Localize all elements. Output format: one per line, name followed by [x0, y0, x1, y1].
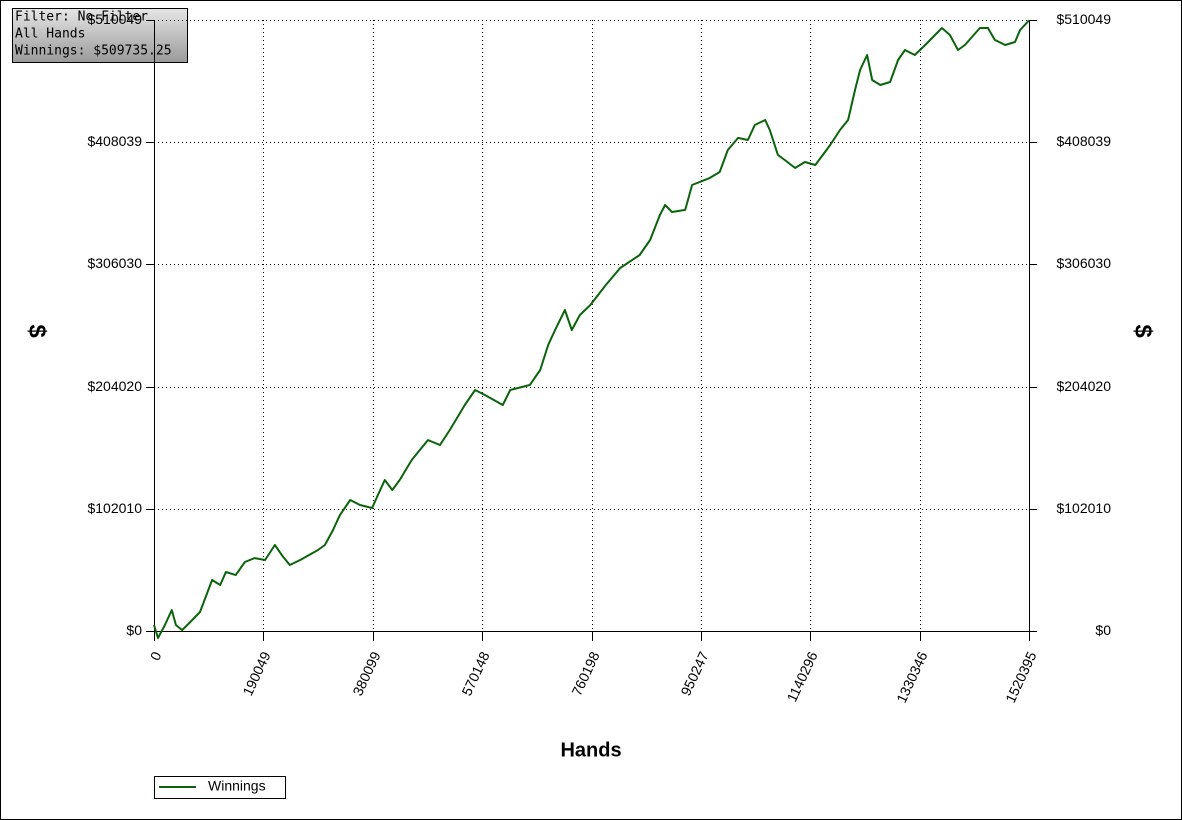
info-box: Filter: No Filter All Hands Winnings: $509… — [12, 8, 188, 63]
y-tick-label: $0 — [126, 622, 142, 638]
y2-tick-label: $408039 — [1056, 133, 1111, 149]
info-text: All Hands — [15, 27, 85, 42]
y2-tick-label: $306030 — [1056, 255, 1111, 271]
y-tick-label: $102010 — [87, 500, 142, 516]
y2-tick-label: $510049 — [1056, 11, 1111, 27]
y-axis-title: $ — [24, 324, 51, 338]
y2-tick-label: $102010 — [1056, 500, 1111, 516]
y-tick-label: $408039 — [87, 133, 142, 149]
y-tick-label: $306030 — [87, 255, 142, 271]
info-text: Winnings: $509735.25 — [15, 44, 172, 59]
x-axis-title: Hands — [560, 739, 621, 761]
legend-label: Winnings — [208, 778, 266, 794]
y2-axis-title: $ — [1130, 324, 1157, 338]
info-box-bg — [12, 8, 188, 63]
legend — [154, 776, 286, 799]
y2-tick-label: $204020 — [1056, 378, 1111, 394]
y-tick-label: $204020 — [87, 378, 142, 394]
info-text: Filter: No Filter — [15, 10, 148, 25]
y-tick-label: $510049 — [87, 11, 142, 27]
winnings-line — [153, 19, 1030, 639]
y2-tick-label: $0 — [1095, 622, 1111, 638]
